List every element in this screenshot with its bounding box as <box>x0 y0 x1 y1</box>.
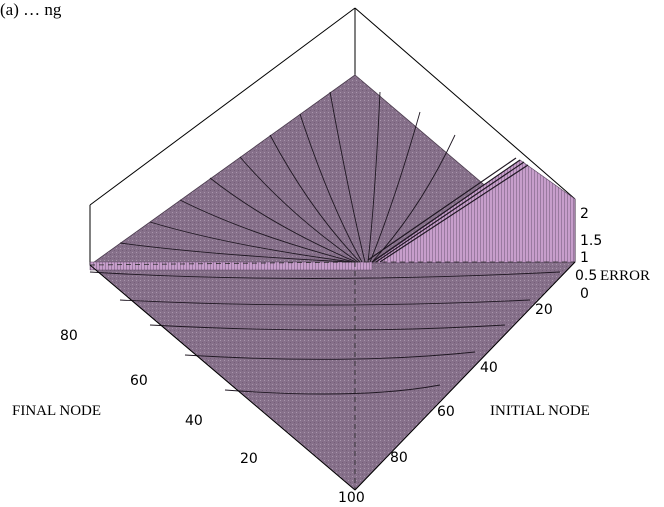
x-tick-80: 80 <box>390 450 408 466</box>
contour-line-12 <box>89 271 561 279</box>
contour-line-16 <box>224 384 441 395</box>
front-edge-right <box>354 261 576 491</box>
z-tick-1-5: 1.5 <box>580 233 602 249</box>
contour-line-3 <box>269 134 361 263</box>
z-tick-1: 1 <box>580 250 589 266</box>
hidden-axis-2 <box>89 261 356 266</box>
box-edge-top-left <box>89 7 356 206</box>
x-tick-40: 40 <box>480 360 498 376</box>
y-axis-label: FINAL NODE <box>12 403 101 419</box>
contour-line-1 <box>329 91 366 263</box>
surface-floor <box>89 74 576 491</box>
contour-line-10 <box>369 111 421 263</box>
ridge-hatch-1 <box>371 159 521 263</box>
y-tick-80: 80 <box>60 328 78 344</box>
figure-caption: (a) … ng <box>0 0 62 19</box>
y-tick-60: 60 <box>130 373 148 389</box>
contour-line-14 <box>149 324 506 331</box>
x-tick-20: 20 <box>535 302 553 318</box>
box-edge-top-right <box>354 7 576 200</box>
y-tick-20: 20 <box>240 451 258 467</box>
contour-line-11 <box>371 134 456 263</box>
contour-line-6 <box>179 199 355 263</box>
contour-line-7 <box>149 221 353 263</box>
hidden-axes <box>89 261 575 490</box>
y-axis: 80 60 40 20 FINAL NODE <box>12 328 258 467</box>
contour-line-8 <box>119 242 351 263</box>
contour-line-9 <box>367 91 381 263</box>
contour-line-15 <box>184 351 476 360</box>
z-tick-2: 2 <box>580 206 589 222</box>
y-tick-40: 40 <box>185 413 203 429</box>
z-tick-0: 0 <box>580 286 589 302</box>
x-axis-label: INITIAL NODE <box>490 403 590 419</box>
z-axis-label: ERROR <box>600 268 650 284</box>
front-edge-left <box>89 264 356 491</box>
contour-line-13 <box>119 299 531 306</box>
x-axis: 20 40 60 80 100 INITIAL NODE <box>338 302 590 506</box>
z-tick-0-5: 0.5 <box>575 268 597 284</box>
z-axis: 2 1.5 1 0.5 0 ERROR <box>575 206 650 302</box>
contour-line-4 <box>239 156 359 263</box>
contour-line-5 <box>209 177 357 263</box>
ridge-hatch-2 <box>375 161 525 263</box>
contour-lines <box>89 91 561 395</box>
surface-ridge-front <box>89 261 373 271</box>
x-tick-100: 100 <box>338 490 365 506</box>
ridge-hatch-4 <box>367 157 517 261</box>
ridge-edge-hatch <box>367 157 529 263</box>
ridge-hatch-3 <box>379 164 529 263</box>
front-edges <box>89 261 576 491</box>
contour-line-2 <box>299 113 363 263</box>
x-tick-60: 60 <box>437 404 455 420</box>
